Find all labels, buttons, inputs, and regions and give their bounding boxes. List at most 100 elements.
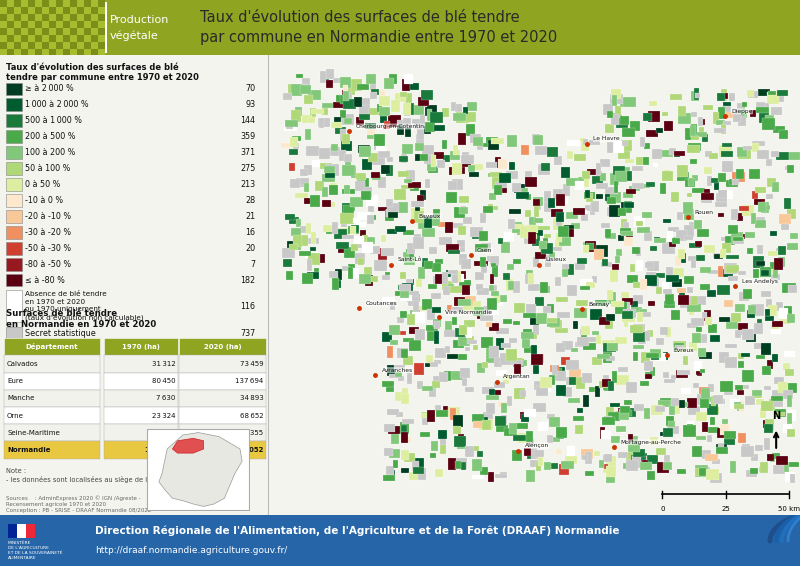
Bar: [462, 217, 472, 224]
Bar: [430, 453, 437, 458]
Bar: [633, 282, 642, 288]
Bar: [490, 274, 494, 284]
Bar: [688, 143, 701, 151]
Bar: [397, 317, 404, 323]
Bar: [695, 241, 702, 247]
Bar: [628, 434, 634, 441]
Bar: [434, 405, 441, 411]
Bar: [646, 272, 656, 280]
Bar: [401, 311, 407, 318]
Bar: [454, 415, 463, 427]
Bar: [607, 208, 613, 216]
Bar: [754, 220, 766, 228]
Bar: [673, 406, 680, 414]
Bar: [442, 140, 447, 149]
Bar: [56, 7, 63, 14]
Bar: [710, 417, 714, 425]
Bar: [689, 222, 694, 233]
Bar: [490, 291, 498, 296]
Bar: [783, 363, 790, 370]
Bar: [424, 217, 432, 229]
Bar: [574, 308, 586, 319]
Bar: [440, 435, 446, 445]
Bar: [534, 381, 543, 390]
Bar: [762, 366, 771, 375]
Bar: [606, 456, 616, 465]
Text: 28: 28: [246, 196, 255, 205]
Bar: [626, 460, 638, 471]
Bar: [667, 237, 676, 245]
Bar: [672, 268, 684, 277]
Bar: [754, 256, 764, 268]
Bar: [662, 171, 673, 181]
Bar: [556, 427, 566, 438]
Bar: [536, 462, 541, 471]
Bar: [462, 160, 471, 166]
Bar: [562, 267, 568, 277]
Bar: [288, 84, 300, 94]
Bar: [608, 462, 616, 473]
Bar: [0, 28, 7, 35]
Bar: [700, 369, 706, 374]
Bar: [660, 398, 673, 404]
Bar: [574, 320, 578, 329]
Bar: [386, 210, 394, 221]
Bar: [433, 276, 438, 284]
Bar: [742, 102, 746, 107]
Bar: [610, 95, 622, 105]
Bar: [733, 237, 744, 245]
Bar: [751, 213, 756, 224]
Bar: [326, 80, 334, 88]
Bar: [380, 116, 387, 123]
Bar: [389, 228, 394, 232]
Bar: [558, 226, 569, 237]
Bar: [533, 197, 543, 207]
Bar: [398, 348, 409, 358]
Bar: [56, 14, 63, 21]
Bar: [671, 375, 676, 380]
Bar: [621, 140, 632, 151]
Bar: [389, 324, 401, 335]
Bar: [547, 305, 554, 314]
Bar: [771, 398, 782, 406]
Bar: [435, 349, 446, 358]
Bar: [545, 255, 551, 267]
Bar: [496, 425, 508, 432]
Bar: [350, 245, 358, 251]
Bar: [779, 308, 789, 319]
Bar: [348, 267, 354, 279]
Bar: [528, 273, 534, 284]
Bar: [706, 469, 718, 480]
Bar: [431, 155, 436, 167]
Bar: [357, 84, 369, 90]
Bar: [581, 138, 586, 142]
Bar: [377, 104, 382, 112]
Bar: [382, 275, 390, 280]
Bar: [646, 130, 658, 137]
Bar: [21, 35, 28, 42]
Bar: [634, 295, 643, 304]
Bar: [104, 390, 178, 407]
Bar: [718, 190, 727, 198]
Bar: [498, 238, 503, 245]
Bar: [386, 346, 393, 358]
Bar: [63, 14, 70, 21]
Bar: [334, 117, 342, 127]
Bar: [354, 181, 365, 191]
Bar: [709, 269, 718, 275]
Bar: [402, 284, 414, 291]
Bar: [286, 271, 293, 280]
Bar: [642, 312, 650, 316]
Bar: [786, 413, 792, 424]
Bar: [35, 21, 42, 28]
Bar: [630, 325, 642, 330]
Bar: [454, 436, 466, 448]
Bar: [410, 186, 419, 191]
Bar: [413, 301, 418, 313]
Bar: [771, 329, 781, 334]
Bar: [358, 178, 366, 187]
Bar: [472, 233, 480, 239]
Text: 182: 182: [240, 276, 255, 285]
Bar: [358, 212, 370, 220]
Bar: [738, 271, 746, 275]
